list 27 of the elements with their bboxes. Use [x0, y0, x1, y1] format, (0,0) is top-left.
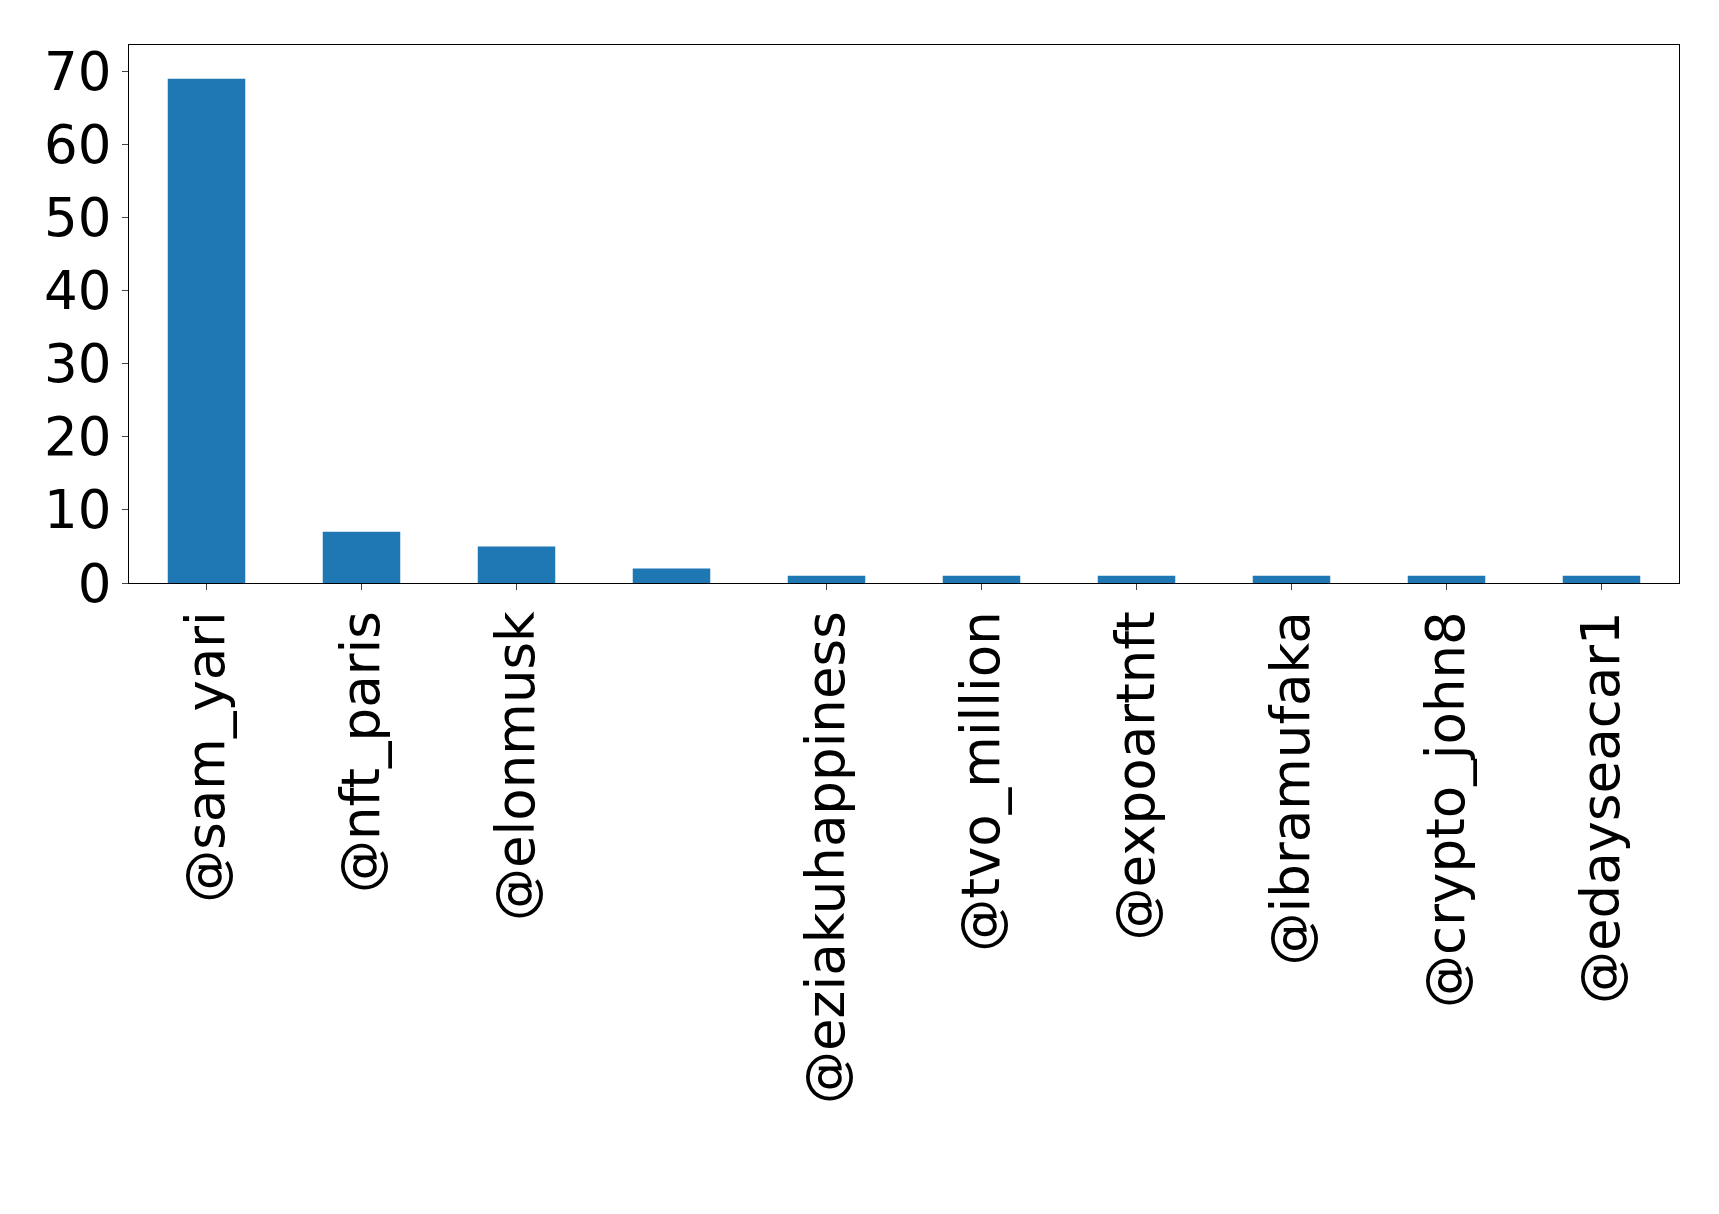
y-tick-label: 10 — [43, 479, 112, 541]
bar — [1562, 575, 1641, 583]
y-tick-label: 40 — [43, 260, 112, 322]
bar — [322, 531, 401, 583]
bar — [942, 575, 1021, 583]
x-tick-label: @eziakuhappiness — [794, 611, 856, 1104]
y-tick-label: 70 — [43, 40, 112, 102]
bar — [1097, 575, 1176, 583]
y-tick-label: 30 — [43, 333, 112, 395]
x-tick-label: @ibramufaka — [1259, 611, 1321, 966]
bar — [1252, 575, 1331, 583]
x-tick-label: @sam_yari — [174, 611, 237, 903]
y-tick-label: 50 — [43, 187, 112, 249]
y-tick-label: 20 — [43, 406, 112, 468]
bar — [787, 575, 866, 583]
x-tick-label: @tvo_million — [949, 611, 1012, 952]
x-tick-label: @crypto_john8 — [1414, 611, 1477, 1008]
y-tick-label: 60 — [43, 113, 112, 175]
bar — [632, 568, 711, 583]
x-tick-label: @elonmusk — [484, 610, 546, 922]
bar — [1407, 575, 1486, 583]
bar — [477, 546, 556, 583]
y-tick-label: 0 — [77, 552, 112, 614]
x-tick-label: @expoartnft — [1104, 611, 1166, 941]
x-tick-label: @nft_paris — [329, 611, 392, 894]
bar — [167, 78, 246, 583]
x-tick-label: @edayseacar1 — [1569, 611, 1631, 1005]
